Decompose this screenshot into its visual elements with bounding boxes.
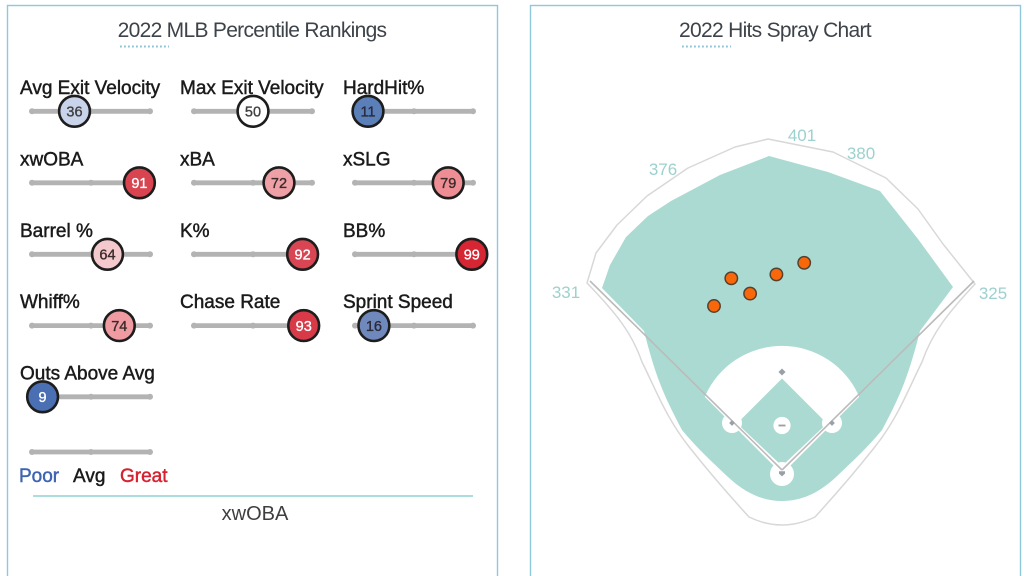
svg-text:BB%: BB%	[343, 221, 385, 242]
svg-text:74: 74	[111, 319, 127, 335]
svg-text:91: 91	[131, 176, 147, 192]
svg-text:Outs Above Avg: Outs Above Avg	[20, 363, 155, 384]
svg-text:50: 50	[245, 105, 261, 121]
svg-text:xwOBA: xwOBA	[222, 503, 289, 525]
svg-text:Sprint Speed: Sprint Speed	[343, 292, 453, 313]
svg-text:Max Exit Velocity: Max Exit Velocity	[180, 78, 324, 99]
svg-text:72: 72	[271, 176, 287, 192]
svg-text:2022 Hits Spray Chart: 2022 Hits Spray Chart	[679, 19, 872, 42]
svg-text:16: 16	[366, 319, 382, 335]
svg-text:Barrel %: Barrel %	[20, 221, 93, 242]
svg-text:325: 325	[979, 284, 1007, 303]
svg-text:Great: Great	[120, 466, 168, 487]
svg-text:K%: K%	[180, 221, 210, 242]
svg-text:93: 93	[296, 319, 312, 335]
svg-text:36: 36	[66, 105, 82, 121]
svg-text:79: 79	[440, 176, 456, 192]
svg-text:Avg Exit Velocity: Avg Exit Velocity	[20, 78, 161, 99]
svg-text:9: 9	[39, 390, 47, 406]
svg-text:380: 380	[847, 144, 875, 163]
svg-text:xwOBA: xwOBA	[20, 149, 84, 170]
svg-text:xSLG: xSLG	[343, 149, 391, 170]
svg-text:401: 401	[788, 126, 816, 145]
svg-text:Whiff%: Whiff%	[20, 292, 80, 313]
svg-text:Chase Rate: Chase Rate	[180, 292, 280, 313]
svg-text:92: 92	[295, 248, 311, 264]
svg-text:HardHit%: HardHit%	[343, 78, 424, 99]
svg-text:2022 MLB Percentile Rankings: 2022 MLB Percentile Rankings	[118, 19, 387, 42]
svg-text:Avg: Avg	[73, 466, 105, 487]
svg-text:Poor: Poor	[19, 466, 60, 487]
svg-text:xBA: xBA	[180, 149, 215, 170]
svg-text:331: 331	[552, 283, 580, 302]
svg-text:11: 11	[360, 105, 375, 121]
svg-text:99: 99	[464, 248, 480, 264]
svg-text:64: 64	[99, 248, 115, 264]
svg-text:376: 376	[649, 160, 677, 179]
